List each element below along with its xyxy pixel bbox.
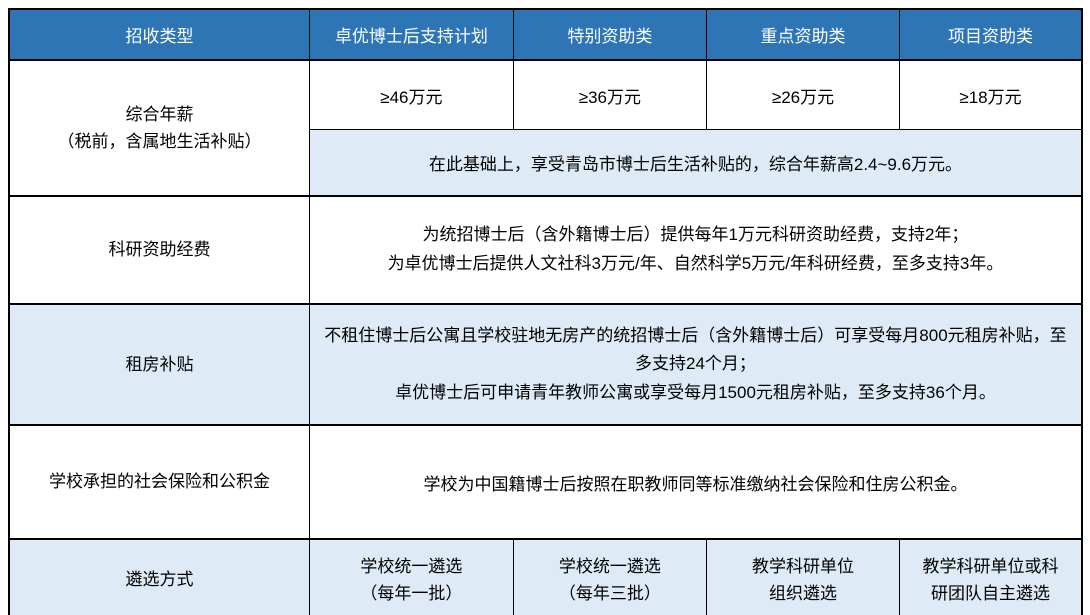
salary-note-cell: 在此基础上，享受青岛市博士后生活补贴的，综合年薪高2.4~9.6万元。 [308, 129, 1083, 197]
salary-note-row: 在此基础上，享受青岛市博士后生活补贴的，综合年薪高2.4~9.6万元。 [9, 129, 1083, 197]
salary-value-special: ≥36万元 [512, 59, 707, 130]
housing-subsidy-row: 租房补贴 不租住博士后公寓且学校驻地无房产的统招博士后（含外籍博士后）可享受每月… [8, 303, 1083, 426]
research-row-label: 科研资助经费 [8, 195, 310, 305]
header-cell-recruit-type: 招收类型 [8, 8, 310, 61]
selection-special-line-2: （每年三批） [558, 584, 661, 603]
selection-cell-key: 教学科研单位 组织遴选 [705, 538, 901, 615]
salary-values-row: 综合年薪 （税前，含属地生活补贴） ≥46万元 ≥36万元 ≥26万元 ≥18万… [8, 59, 1083, 197]
postdoc-benefits-table: 招收类型 卓优博士后支持计划 特别资助类 重点资助类 项目资助类 综合年薪 （税… [8, 8, 1083, 615]
salary-row-label: 综合年薪 （税前，含属地生活补贴） [8, 59, 310, 197]
header-cell-key-funding: 重点资助类 [705, 8, 901, 61]
selection-special-line-1: 学校统一遴选 [558, 556, 661, 576]
selection-cell-zhuoyou: 学校统一遴选 （每年一批） [308, 538, 514, 615]
header-cell-zhuoyou-plan: 卓优博士后支持计划 [308, 8, 514, 61]
research-funding-row: 科研资助经费 为统招博士后（含外籍博士后）提供每年1万元科研资助经费，支持2年；… [8, 195, 1083, 305]
selection-key-line-2: 组织遴选 [768, 584, 837, 603]
salary-label-line-1: 综合年薪 [125, 104, 194, 124]
header-row: 招收类型 卓优博士后支持计划 特别资助类 重点资助类 项目资助类 [8, 8, 1083, 61]
housing-detail-line-1: 不租住博士后公寓且学校驻地无房产的统招博士后（含外籍博士后）可享受每月800元租… [324, 325, 1067, 374]
header-cell-special-funding: 特别资助类 [512, 8, 707, 61]
selection-row-label: 遴选方式 [8, 538, 310, 615]
selection-cell-project: 教学科研单位或科 研团队自主遴选 [899, 538, 1083, 615]
salary-label-line-2: （税前，含属地生活补贴） [57, 132, 262, 151]
salary-value-key: ≥26万元 [705, 59, 901, 130]
insurance-row: 学校承担的社会保险和公积金 学校为中国籍博士后按照在职教师同等标准缴纳社会保险和… [8, 424, 1083, 540]
salary-value-project: ≥18万元 [899, 59, 1083, 130]
salary-value-zhuoyou: ≥46万元 [308, 59, 514, 130]
header-cell-project-funding: 项目资助类 [899, 8, 1083, 61]
research-detail-line-2: 为卓优博士后提供人文社科3万元/年、自然科学5万元/年科研经费，至多支持3年。 [387, 254, 1004, 273]
housing-row-label: 租房补贴 [8, 303, 310, 426]
research-detail-line-1: 为统招博士后（含外籍博士后）提供每年1万元科研资助经费，支持2年； [422, 225, 969, 245]
selection-zhuoyou-line-2: （每年一批） [360, 584, 463, 603]
insurance-row-label: 学校承担的社会保险和公积金 [8, 424, 310, 540]
insurance-detail-cell: 学校为中国籍博士后按照在职教师同等标准缴纳社会保险和住房公积金。 [308, 424, 1083, 540]
housing-detail-cell: 不租住博士后公寓且学校驻地无房产的统招博士后（含外籍博士后）可享受每月800元租… [308, 303, 1083, 426]
selection-zhuoyou-line-1: 学校统一遴选 [360, 556, 463, 576]
selection-key-line-1: 教学科研单位 [751, 556, 854, 576]
housing-detail-line-2: 卓优博士后可申请青年教师公寓或享受每月1500元租房补贴，至多支持36个月。 [395, 382, 996, 402]
selection-project-line-1: 教学科研单位或科 [922, 556, 1059, 576]
selection-cell-special: 学校统一遴选 （每年三批） [512, 538, 707, 615]
selection-project-line-2: 研团队自主遴选 [931, 584, 1051, 603]
selection-method-row: 遴选方式 学校统一遴选 （每年一批） 学校统一遴选 （每年三批） 教学科研单位 … [8, 538, 1083, 615]
research-detail-cell: 为统招博士后（含外籍博士后）提供每年1万元科研资助经费，支持2年； 为卓优博士后… [308, 195, 1083, 305]
